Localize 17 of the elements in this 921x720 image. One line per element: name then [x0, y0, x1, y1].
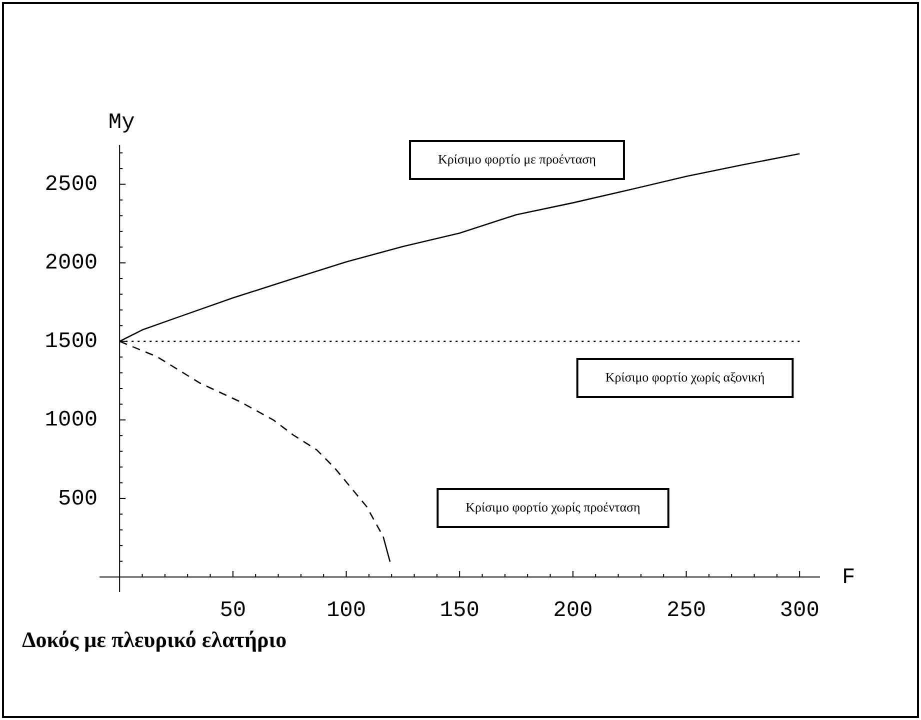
- y-tick-label: 2500: [44, 172, 98, 198]
- y-tick-label: 500: [58, 486, 98, 512]
- x-tick-label: 250: [666, 598, 706, 623]
- x-tick-label: 200: [553, 598, 593, 623]
- x-axis-title: F: [842, 564, 856, 590]
- y-tick-label: 1000: [44, 408, 98, 433]
- x-tick-label: 150: [440, 598, 480, 623]
- annotation: Κρίσιμο φορτίο χωρίς αξονική: [605, 369, 765, 384]
- annotation: Κρίσιμο φορτίο χωρίς προένταση: [466, 499, 641, 514]
- x-tick-label: 50: [220, 598, 246, 623]
- y-axis-title: My: [108, 110, 135, 135]
- y-tick-label: 2000: [44, 250, 98, 276]
- y-tick-label: 1500: [44, 329, 98, 354]
- text: Δοκός με πλευρικό ελατήριο: [22, 627, 287, 653]
- annotation: Κρίσιμο φορτίο με προένταση: [438, 151, 596, 166]
- x-tick-label: 100: [326, 598, 366, 623]
- x-tick-label: 300: [780, 598, 820, 623]
